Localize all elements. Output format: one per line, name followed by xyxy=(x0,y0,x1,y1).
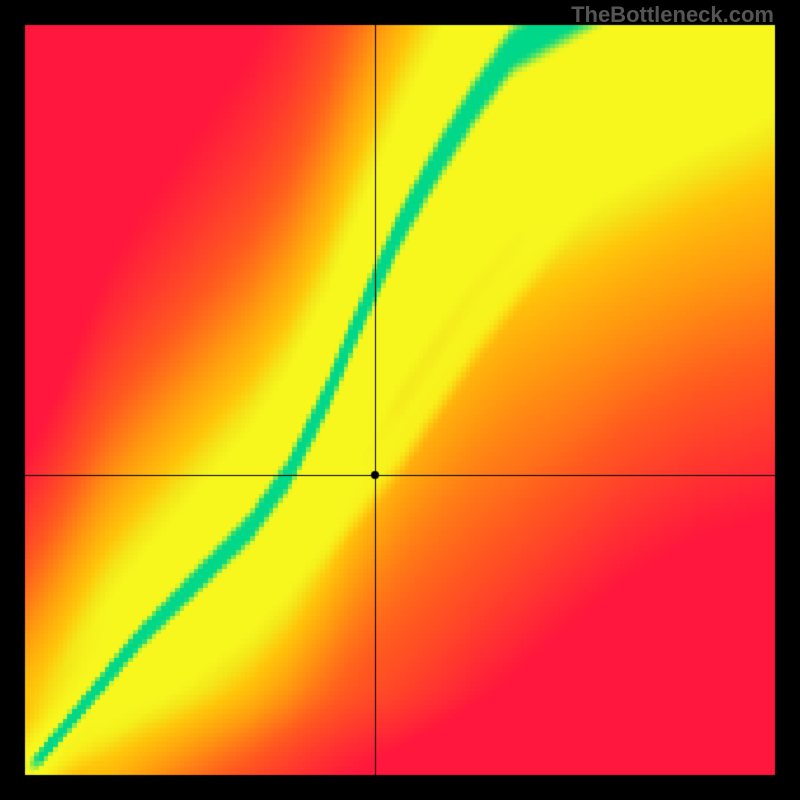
watermark-text: TheBottleneck.com xyxy=(571,2,774,28)
bottleneck-heatmap-canvas xyxy=(0,0,800,800)
chart-stage: TheBottleneck.com xyxy=(0,0,800,800)
